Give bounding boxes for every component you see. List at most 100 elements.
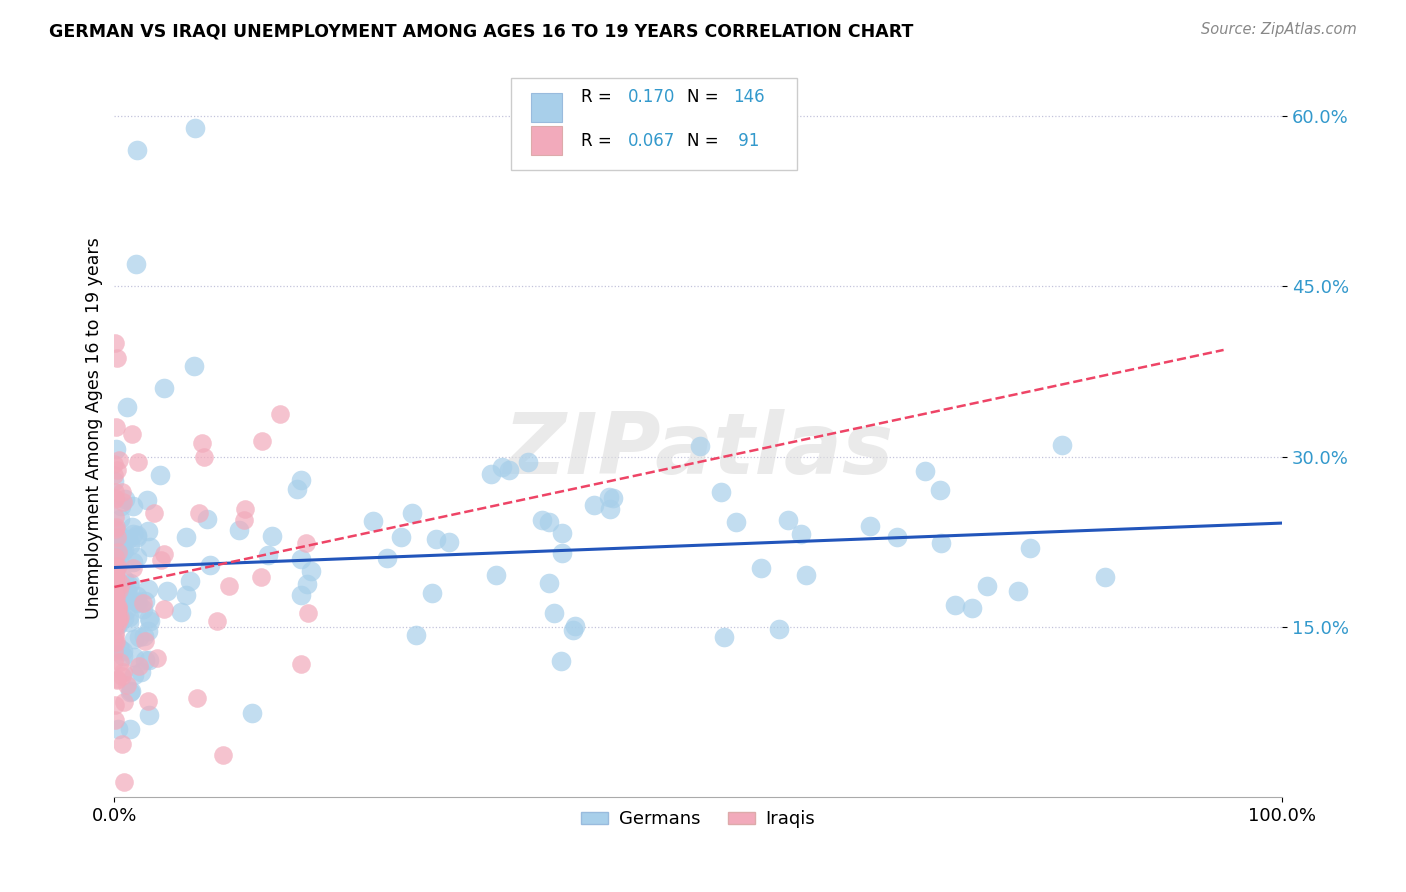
Point — [170, 605, 193, 619]
Point — [103, 474, 125, 488]
Point — [125, 257, 148, 271]
Point — [131, 665, 153, 680]
Point — [186, 690, 208, 705]
Point — [108, 556, 131, 570]
Point — [105, 616, 128, 631]
Text: R =: R = — [582, 132, 617, 150]
Point — [886, 530, 908, 544]
Point — [111, 649, 134, 664]
Point — [118, 615, 141, 630]
Point — [138, 708, 160, 723]
Point — [103, 644, 125, 658]
Y-axis label: Unemployment Among Ages 16 to 19 years: Unemployment Among Ages 16 to 19 years — [86, 237, 103, 619]
Point — [107, 586, 129, 600]
Point — [179, 574, 201, 588]
Point — [943, 599, 966, 613]
Point — [108, 613, 131, 627]
Point — [138, 624, 160, 638]
Point — [531, 512, 554, 526]
Point — [228, 523, 250, 537]
Point — [240, 706, 263, 720]
Point — [105, 608, 128, 623]
Point — [134, 633, 156, 648]
Point — [120, 538, 142, 552]
Point — [117, 532, 139, 546]
Point — [112, 572, 135, 586]
Point — [778, 514, 800, 528]
Point — [122, 632, 145, 647]
FancyBboxPatch shape — [531, 127, 562, 155]
Point — [290, 551, 312, 566]
Point — [108, 583, 131, 598]
Point — [132, 601, 155, 615]
Point — [550, 654, 572, 668]
Point — [103, 654, 125, 668]
Point — [960, 601, 983, 615]
FancyBboxPatch shape — [512, 78, 797, 170]
Point — [108, 655, 131, 669]
Point — [105, 591, 128, 606]
Point — [114, 492, 136, 507]
Point — [105, 582, 128, 597]
Point — [249, 569, 271, 583]
Point — [405, 628, 427, 642]
Text: 0.170: 0.170 — [628, 88, 675, 106]
Point — [103, 523, 125, 537]
Point — [361, 514, 384, 528]
Point — [107, 545, 129, 559]
Point — [110, 500, 132, 514]
Point — [914, 464, 936, 478]
Point — [859, 518, 882, 533]
Point — [112, 588, 135, 602]
Point — [724, 515, 747, 529]
Point — [110, 597, 132, 611]
Point — [118, 722, 141, 736]
Point — [184, 120, 207, 135]
Point — [110, 537, 132, 551]
Point — [118, 685, 141, 699]
Point — [290, 657, 312, 671]
Point — [105, 610, 128, 624]
Point — [1050, 437, 1073, 451]
Text: 0.067: 0.067 — [628, 132, 675, 150]
Point — [104, 528, 127, 542]
Point — [103, 560, 125, 574]
Point — [105, 442, 128, 457]
Point — [103, 491, 125, 506]
Point — [103, 580, 125, 594]
Point — [103, 595, 125, 609]
Point — [132, 596, 155, 610]
Point — [768, 622, 790, 636]
Point — [125, 531, 148, 545]
Point — [138, 611, 160, 625]
Point — [110, 610, 132, 624]
Point — [104, 568, 127, 582]
Text: N =: N = — [686, 132, 724, 150]
Point — [233, 512, 256, 526]
Point — [562, 624, 585, 638]
Point — [689, 439, 711, 453]
Point — [1094, 570, 1116, 584]
Point — [796, 568, 818, 582]
Point — [105, 635, 128, 649]
Point — [124, 593, 146, 607]
Point — [929, 483, 952, 498]
Point — [136, 693, 159, 707]
Point — [111, 665, 134, 680]
Point — [582, 499, 605, 513]
Point — [1007, 584, 1029, 599]
Point — [149, 553, 172, 567]
Point — [104, 522, 127, 536]
Point — [105, 561, 128, 575]
Point — [191, 436, 214, 450]
Point — [121, 560, 143, 574]
Text: ZIPatlas: ZIPatlas — [503, 409, 893, 491]
Point — [218, 579, 240, 593]
Point — [207, 614, 229, 628]
Point — [103, 468, 125, 483]
Point — [118, 578, 141, 592]
Point — [125, 550, 148, 565]
Point — [105, 672, 128, 686]
Point — [122, 668, 145, 682]
Legend: Germans, Iraqis: Germans, Iraqis — [574, 803, 823, 836]
